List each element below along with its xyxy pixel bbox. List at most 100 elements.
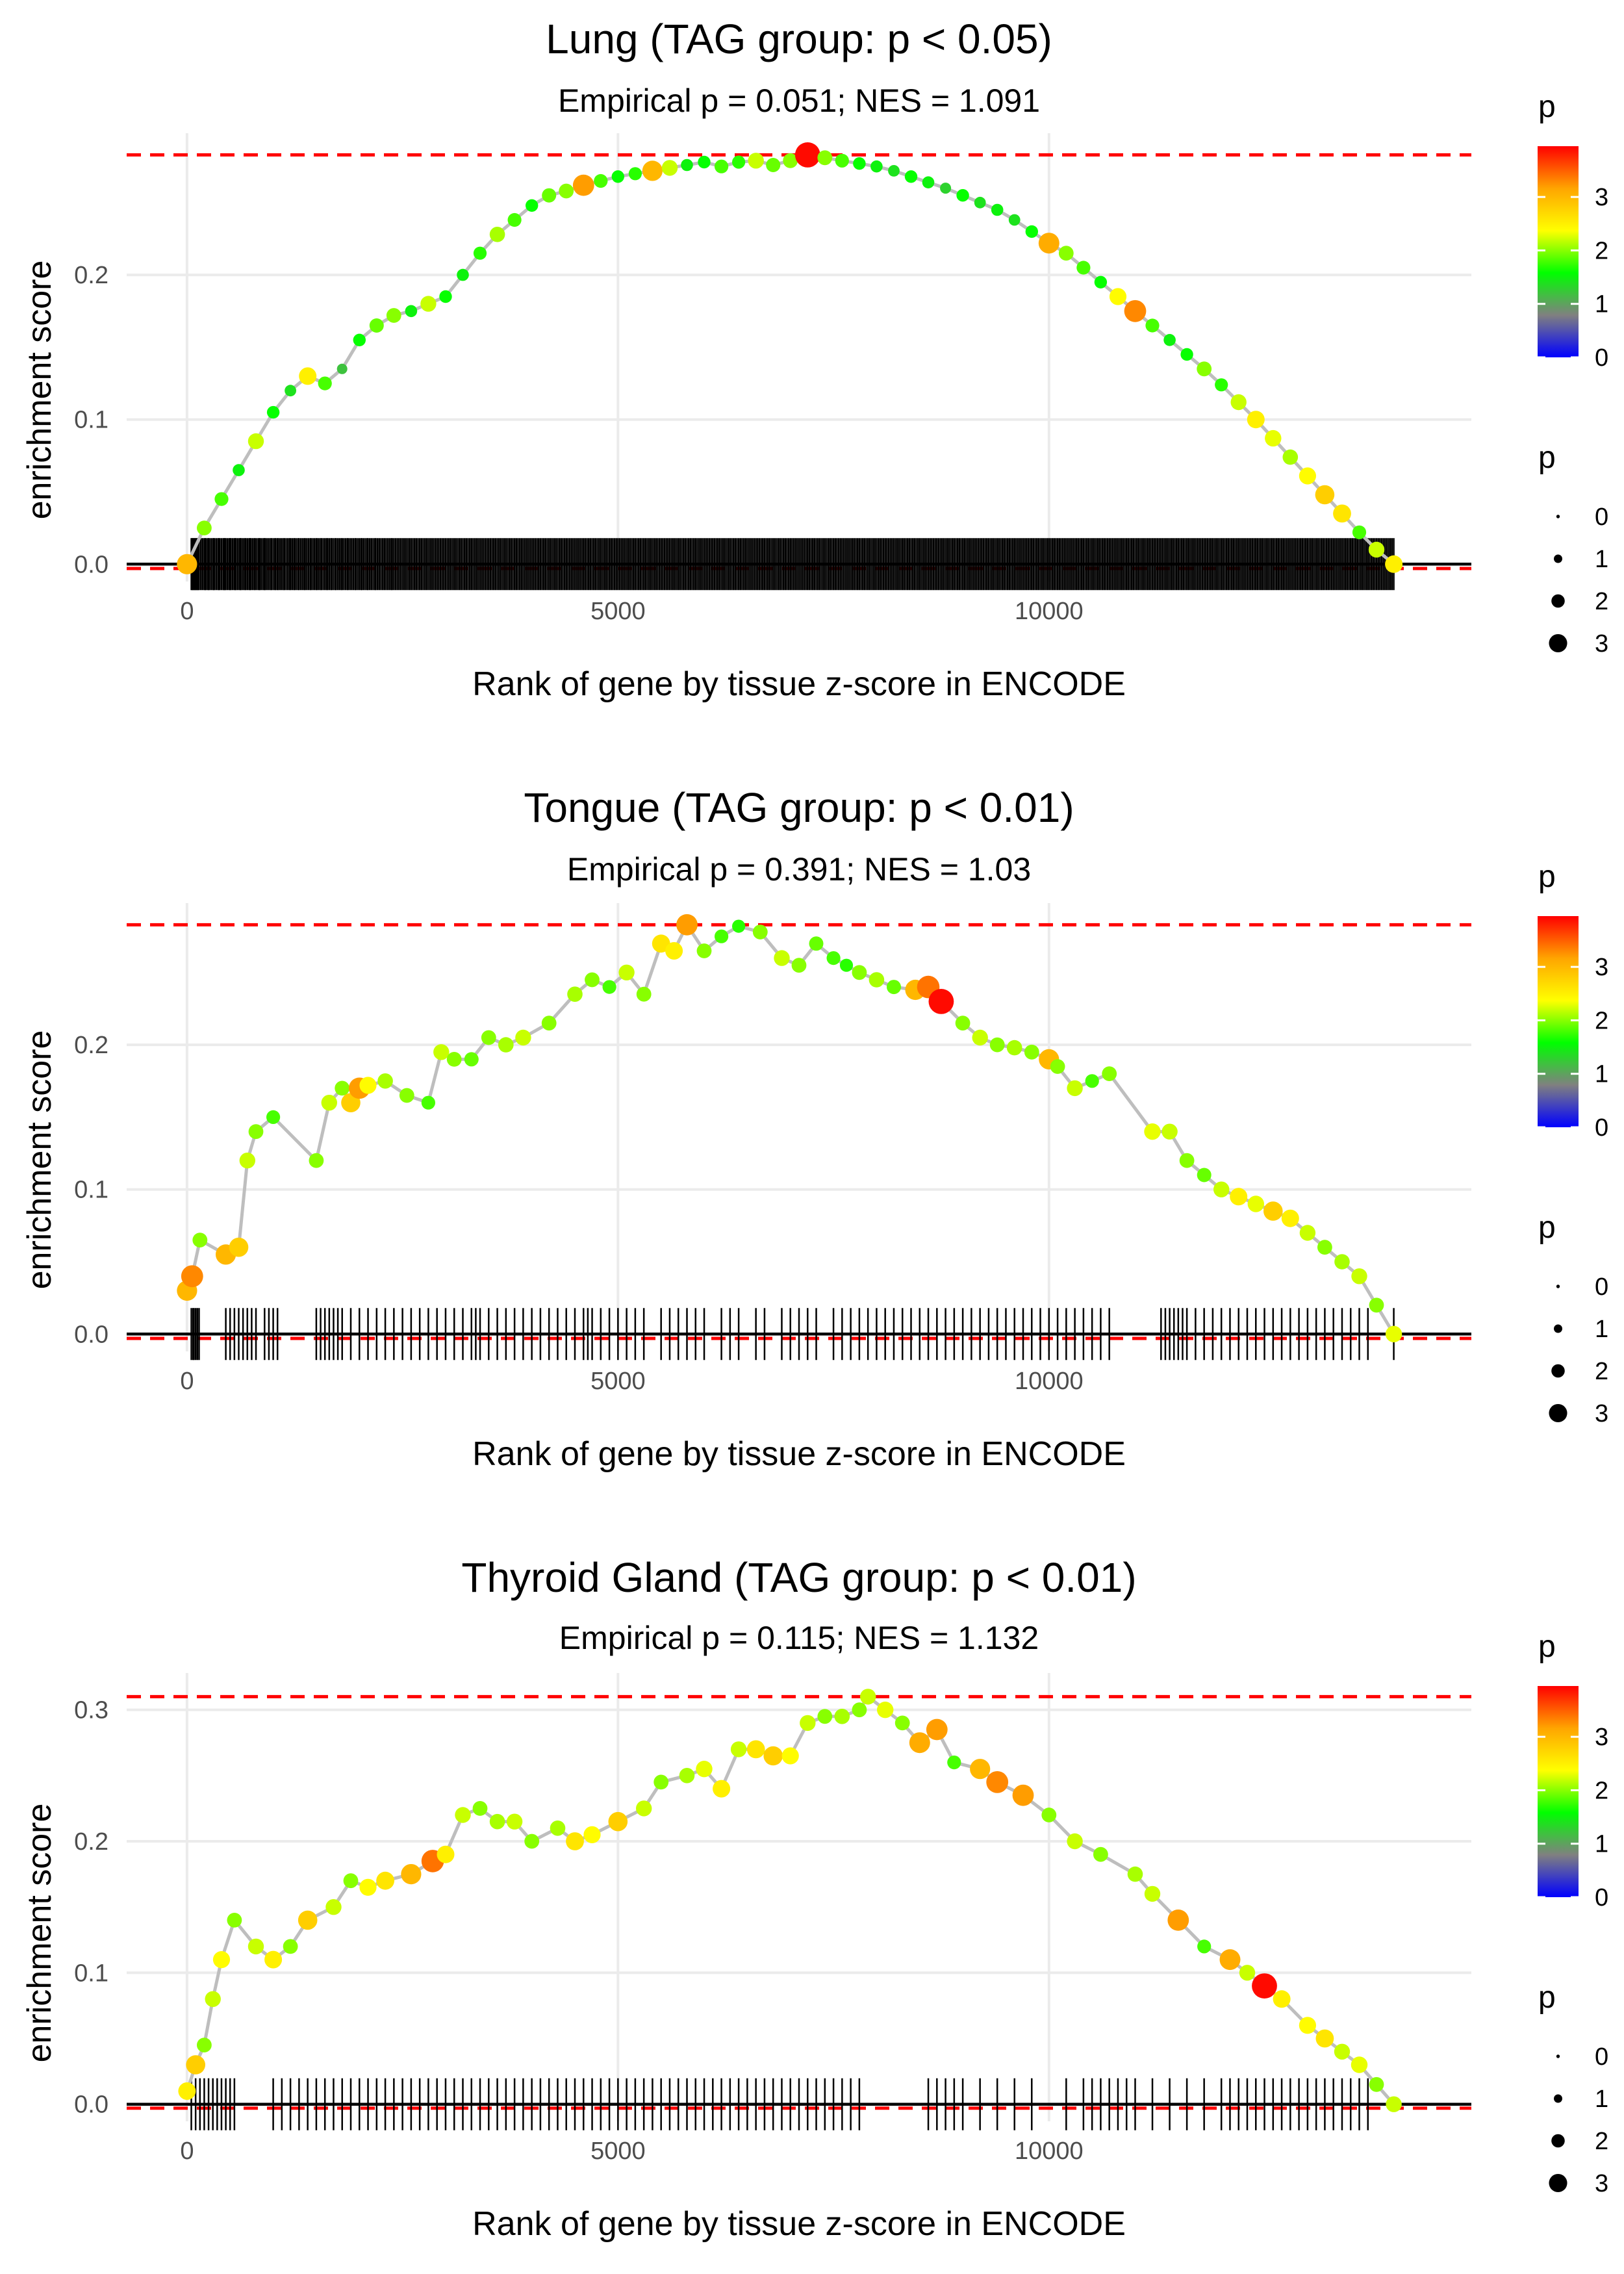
- data-point: [602, 980, 616, 994]
- data-point: [1161, 1123, 1178, 1140]
- data-point: [809, 936, 824, 951]
- y-tick-label: 0.1: [74, 1177, 108, 1204]
- x-axis-title: Rank of gene by tissue z-score in ENCODE: [472, 665, 1126, 703]
- data-point: [399, 1088, 414, 1103]
- panel-lung: Lung (TAG group: p < 0.05) Empirical p =…: [21, 16, 1471, 703]
- data-point: [1167, 1910, 1189, 1931]
- legend: p 3 2 1 0 p 0 1 2 3: [1538, 860, 1608, 1427]
- data-point: [1230, 1188, 1248, 1206]
- data-point: [1368, 541, 1385, 558]
- color-bar: [1538, 916, 1579, 1127]
- panel-subtitle: Empirical p = 0.391; NES = 1.03: [567, 851, 1031, 888]
- data-point: [1299, 1225, 1316, 1241]
- y-tick-label: 0.2: [74, 1032, 108, 1059]
- data-point: [376, 1871, 394, 1890]
- data-point: [377, 1073, 393, 1089]
- color-legend-label: 3: [1595, 954, 1608, 981]
- data-point: [928, 989, 954, 1014]
- color-legend-title: p: [1538, 90, 1556, 124]
- data-point: [446, 1052, 462, 1067]
- y-axis-title: enrichment score: [21, 1804, 58, 2063]
- data-point: [309, 1153, 324, 1168]
- data-point: [1179, 1153, 1195, 1168]
- data-point: [264, 1950, 283, 1969]
- data-point: [481, 1030, 496, 1045]
- size-legend-dot: [1554, 2094, 1562, 2103]
- data-point: [636, 1800, 652, 1817]
- data-point: [1213, 1181, 1230, 1197]
- size-legend-label: 3: [1595, 630, 1608, 658]
- data-point: [1215, 378, 1228, 392]
- data-point: [653, 1774, 669, 1790]
- data-point: [343, 1873, 359, 1889]
- data-point: [227, 1913, 242, 1928]
- data-point: [1386, 2096, 1402, 2112]
- data-point: [1252, 1973, 1277, 1999]
- data-point: [1317, 1240, 1332, 1255]
- x-tick-label: 10000: [1015, 1368, 1084, 1395]
- size-legend-dot: [1554, 1324, 1562, 1333]
- size-legend-title: p: [1538, 1980, 1556, 2015]
- color-bar: [1538, 146, 1579, 357]
- y-axis-ticks: 0.0 0.1 0.2: [74, 262, 108, 578]
- data-point: [730, 1741, 747, 1757]
- data-point: [752, 925, 768, 939]
- data-point: [732, 155, 746, 169]
- x-tick-label: 0: [180, 2138, 194, 2165]
- data-point: [1127, 1866, 1143, 1882]
- data-point: [192, 1233, 208, 1247]
- data-point: [1247, 1195, 1265, 1212]
- color-legend-label: 2: [1595, 1007, 1608, 1034]
- data-point: [177, 554, 197, 574]
- data-point: [636, 986, 652, 1002]
- plot-area: [127, 133, 1471, 591]
- data-point: [986, 1771, 1009, 1793]
- data-point: [299, 367, 317, 385]
- data-point: [608, 1811, 628, 1832]
- data-point: [904, 170, 918, 183]
- size-legend-label: 3: [1595, 2170, 1608, 2197]
- data-point: [1369, 1297, 1384, 1313]
- data-point: [794, 142, 820, 168]
- data-point: [715, 159, 729, 173]
- size-legend-dot: [1551, 594, 1565, 608]
- data-point: [1094, 275, 1108, 288]
- data-point: [405, 305, 418, 318]
- data-point: [972, 1029, 988, 1046]
- size-legend-title: p: [1538, 441, 1556, 475]
- data-point: [1315, 485, 1335, 505]
- data-point: [353, 333, 366, 346]
- data-point: [386, 308, 401, 323]
- data-point: [498, 1037, 514, 1053]
- data-point: [1093, 1846, 1108, 1862]
- data-point: [336, 363, 348, 374]
- data-point: [583, 1826, 601, 1843]
- data-point: [1041, 1808, 1057, 1822]
- data-point: [926, 1718, 948, 1741]
- color-legend-label: 2: [1595, 237, 1608, 264]
- panel-thyroid-gland: Thyroid Gland (TAG group: p < 0.01) Empi…: [21, 1554, 1471, 2243]
- data-point: [283, 1939, 298, 1954]
- data-point: [401, 1864, 422, 1885]
- data-point: [894, 1715, 910, 1731]
- data-point: [197, 2038, 212, 2053]
- data-point: [359, 1878, 377, 1896]
- x-axis-ticks: 0 5000 10000: [180, 1368, 1083, 1395]
- data-point: [909, 1732, 930, 1754]
- data-point: [713, 1780, 731, 1798]
- size-legend-title: p: [1538, 1210, 1556, 1245]
- data-point: [839, 958, 854, 972]
- data-point: [618, 964, 635, 981]
- data-point: [239, 1153, 255, 1169]
- data-point: [298, 1910, 318, 1930]
- size-legend-dot: [1551, 1364, 1565, 1378]
- data-point: [1197, 361, 1212, 377]
- data-point: [515, 1029, 531, 1046]
- data-point: [318, 376, 332, 390]
- data-point: [233, 464, 245, 476]
- data-point: [763, 1746, 783, 1766]
- size-legend-dot: [1556, 2054, 1560, 2058]
- data-point: [732, 919, 746, 933]
- panel-title: Thyroid Gland (TAG group: p < 0.01): [461, 1554, 1136, 1601]
- data-point: [1247, 411, 1265, 429]
